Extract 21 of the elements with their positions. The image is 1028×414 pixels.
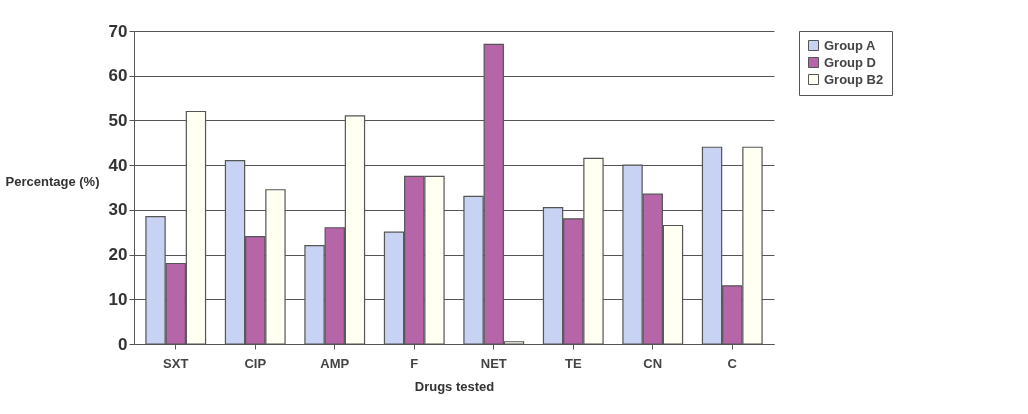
x-tick-label: AMP xyxy=(320,355,350,371)
x-tick-label: CIP xyxy=(244,355,267,371)
y-tick-label: 30 xyxy=(108,200,128,220)
y-tick-label: 50 xyxy=(108,110,128,130)
y-tick-label: 20 xyxy=(108,245,128,265)
x-tick-label: F xyxy=(410,355,419,371)
x-tick-label: SXT xyxy=(163,355,189,371)
legend-label: Group D xyxy=(824,54,876,70)
x-tick-label: TE xyxy=(564,355,582,371)
x-tick-label: NET xyxy=(480,355,507,371)
x-tick-label: CN xyxy=(643,355,663,371)
legend-label: Group B2 xyxy=(824,71,884,87)
x-tick-label: C xyxy=(727,355,738,371)
y-tick-label: 40 xyxy=(108,155,128,175)
y-tick-label: 0 xyxy=(118,334,128,354)
y-tick-label: 70 xyxy=(108,21,128,41)
y-tick-label: 60 xyxy=(108,66,128,86)
legend-label: Group A xyxy=(824,37,877,53)
y-axis-title: Percentage (%) xyxy=(5,173,100,189)
x-axis-title: Drugs tested xyxy=(414,378,495,394)
y-tick-label: 10 xyxy=(108,289,128,309)
